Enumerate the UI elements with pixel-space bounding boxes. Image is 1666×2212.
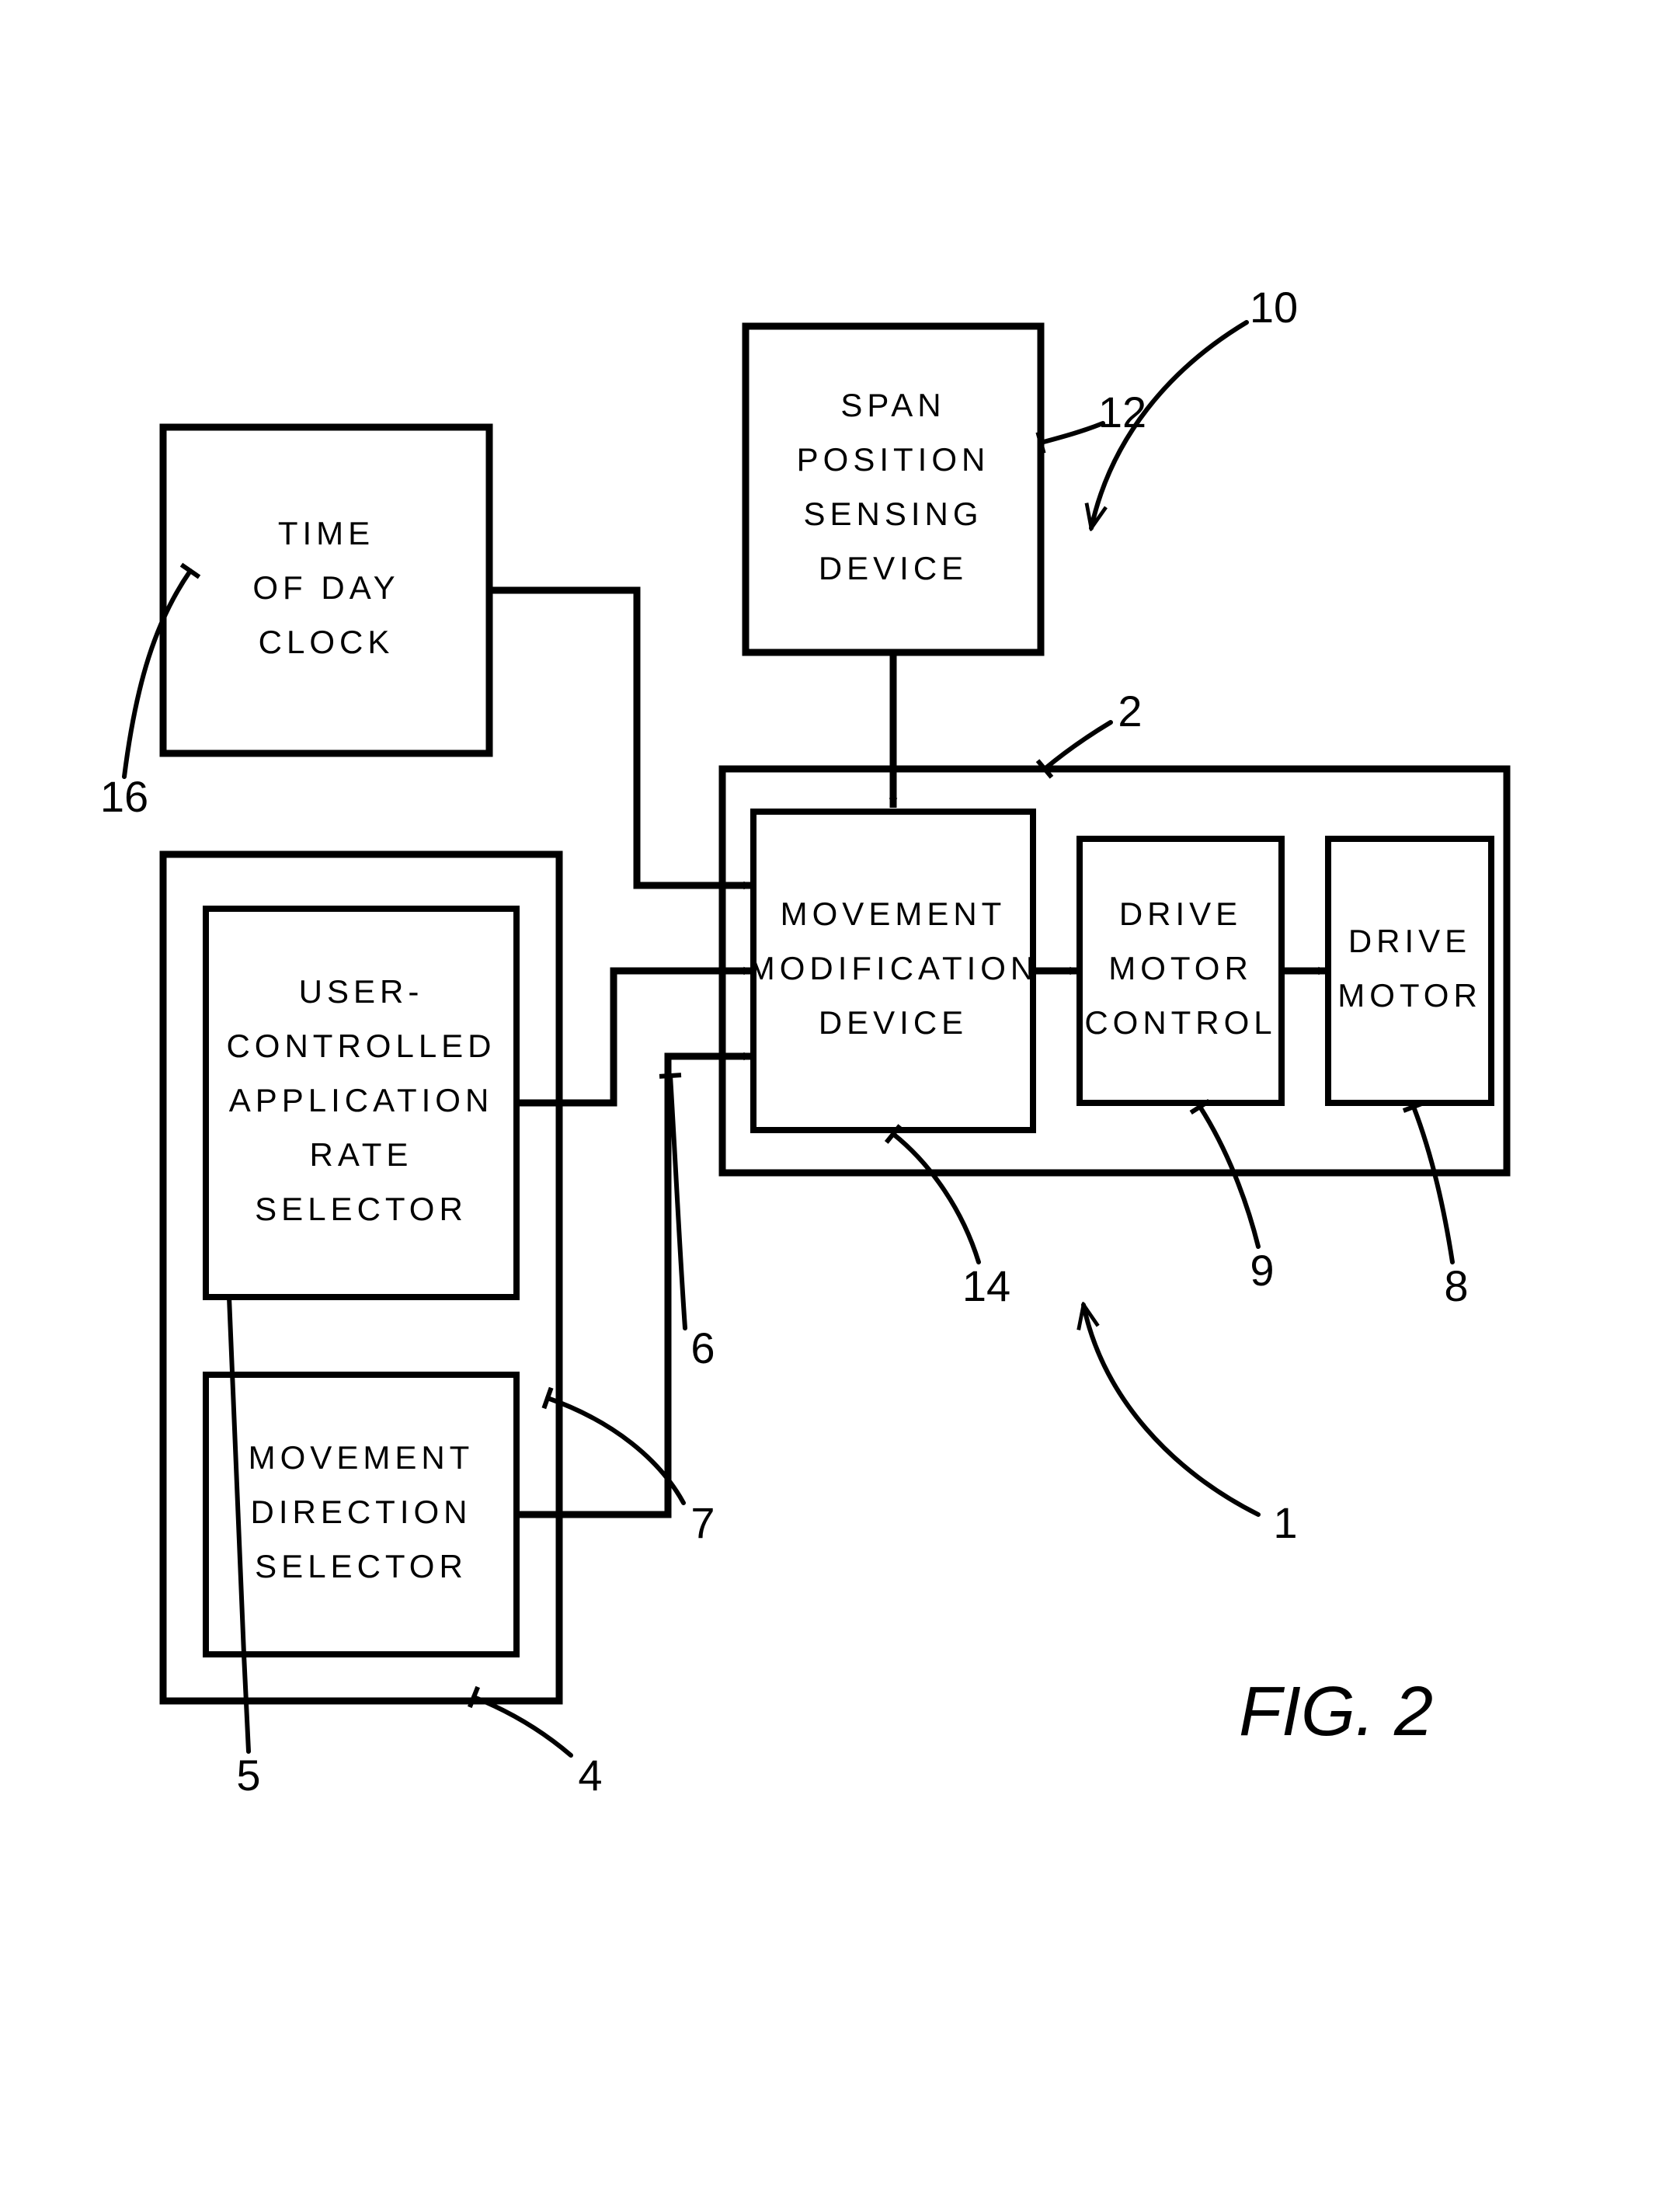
- box-clock: TIME OF DAY CLOCK: [163, 427, 489, 753]
- box-mod: MOVEMENT MODIFICATION DEVICE: [748, 812, 1039, 1130]
- figure-caption: FIG. 2: [1239, 1673, 1433, 1751]
- ref-2: 2: [1118, 687, 1142, 736]
- box-motor: DRIVE MOTOR: [1328, 839, 1491, 1103]
- box-clock-label-0: TIME: [278, 515, 374, 551]
- ref-9: 9: [1250, 1246, 1274, 1295]
- leader-6: [670, 1076, 685, 1328]
- ref-14: 14: [962, 1261, 1010, 1310]
- box-dir: MOVEMENT DIRECTION SELECTOR: [206, 1375, 516, 1654]
- box-mod-label-0: MOVEMENT: [781, 896, 1007, 932]
- ref-8: 8: [1444, 1261, 1468, 1310]
- leader-12: [1041, 423, 1103, 443]
- box-mod-label-2: DEVICE: [819, 1004, 968, 1041]
- leader-7: [548, 1398, 683, 1503]
- box-dir-label-0: MOVEMENT: [249, 1439, 475, 1476]
- ref-10: 10: [1250, 283, 1298, 332]
- box-dir-label-1: DIRECTION: [251, 1494, 472, 1530]
- ref-12: 12: [1098, 388, 1146, 436]
- leader-1: [1083, 1305, 1258, 1515]
- box-motor-label-1: MOTOR: [1337, 977, 1482, 1014]
- box-rate-label-0: USER-: [299, 973, 424, 1010]
- ref-16: 16: [100, 772, 148, 821]
- box-rate-label-4: SELECTOR: [255, 1191, 468, 1227]
- leader-2: [1045, 722, 1111, 769]
- box-rate-label-2: APPLICATION: [229, 1082, 494, 1118]
- box-rate: USER- CONTROLLED APPLICATION RATE SELECTOR: [206, 909, 516, 1297]
- ref-4: 4: [578, 1751, 602, 1800]
- box-dir-label-2: SELECTOR: [255, 1548, 468, 1584]
- leader-4: [474, 1697, 571, 1755]
- diagram-canvas: TIME OF DAY CLOCK SPAN POSITION SENSING DEVICE…: [0, 0, 1666, 2212]
- box-rate-label-3: RATE: [310, 1136, 413, 1173]
- box-dmc-label-2: CONTROL: [1084, 1004, 1276, 1041]
- box-mod-label-1: MODIFICATION: [748, 950, 1039, 986]
- box-sensor-label-2: SENSING: [803, 496, 983, 532]
- box-dmc-label-1: MOTOR: [1108, 950, 1253, 986]
- ref-1: 1: [1273, 1498, 1297, 1547]
- box-sensor-label-1: POSITION: [797, 441, 990, 478]
- box-clock-label-1: OF DAY: [252, 569, 399, 606]
- ref-5: 5: [236, 1751, 260, 1800]
- box-dmc-label-0: DRIVE: [1119, 896, 1242, 932]
- flow-arrow-clock_right: [489, 590, 753, 885]
- box-dmc: DRIVE MOTOR CONTROL: [1080, 839, 1282, 1103]
- box-sensor: SPAN POSITION SENSING DEVICE: [746, 326, 1041, 652]
- box-clock-label-2: CLOCK: [259, 624, 395, 660]
- box-rate-label-1: CONTROLLED: [226, 1028, 496, 1064]
- ref-7: 7: [690, 1498, 715, 1547]
- box-sensor-label-3: DEVICE: [819, 550, 968, 586]
- ref-6: 6: [690, 1323, 715, 1372]
- box-sensor-label-0: SPAN: [840, 387, 945, 423]
- box-motor-label-0: DRIVE: [1348, 923, 1471, 959]
